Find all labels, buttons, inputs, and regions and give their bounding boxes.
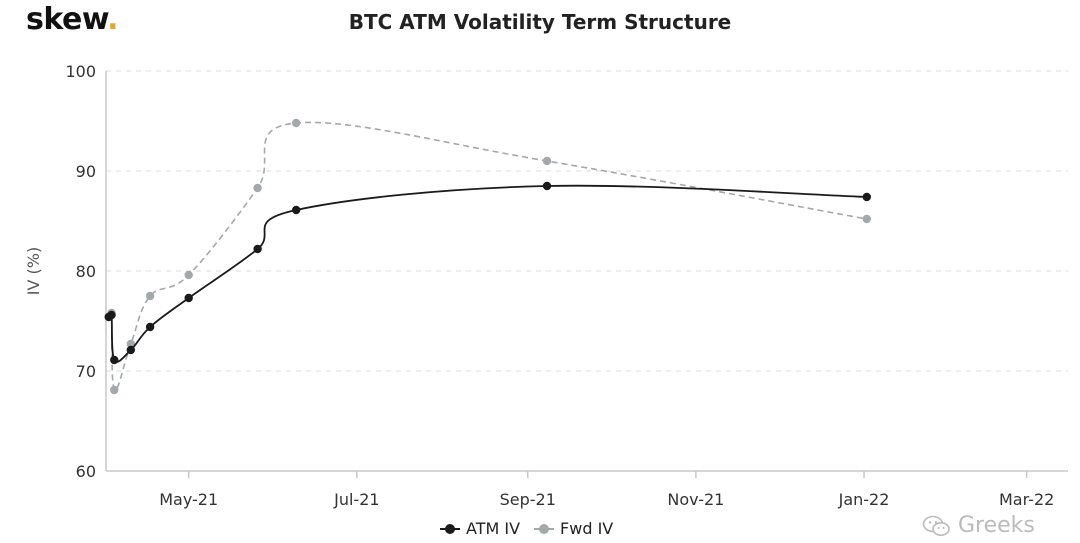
data-point-fwd-iv-9: [862, 214, 871, 224]
series-line-fwd-iv: [108, 121, 867, 392]
data-point-atm-iv-5: [184, 293, 193, 303]
x-tick-label-Mar-22: Mar-22: [999, 490, 1054, 509]
legend-item-fwd-iv[interactable]: Fwd IV: [534, 519, 613, 538]
data-point-fwd-iv-8: [542, 156, 552, 166]
data-point-atm-iv-7: [291, 205, 301, 215]
brand-text: skew: [26, 2, 108, 37]
data-point-fwd-iv-2: [110, 385, 119, 395]
data-point-fwd-iv-6: [253, 183, 262, 193]
legend-swatch-fwd-icon: [534, 523, 555, 534]
x-tick-label-Jul-21: Jul-21: [333, 490, 379, 509]
data-point-atm-iv-6: [253, 244, 262, 254]
y-tick-label-60: 60: [76, 462, 96, 481]
watermark-text: Greeks: [958, 513, 1035, 538]
skew-logo: skew.: [26, 2, 119, 37]
legend-swatch-atm-icon: [440, 523, 460, 534]
chart-title: BTC ATM Volatility Term Structure: [348, 10, 732, 34]
data-point-atm-iv-1: [107, 310, 116, 320]
data-point-atm-iv-3: [126, 345, 136, 355]
data-point-atm-iv-4: [145, 322, 155, 332]
brand-dot: .: [107, 2, 119, 37]
data-point-atm-iv-2: [110, 355, 119, 365]
legend-item-atm-iv[interactable]: ATM IV: [440, 519, 520, 538]
data-point-atm-iv-8: [542, 181, 552, 191]
x-tick-label-Jan-22: Jan-22: [838, 490, 890, 509]
series-line-atm-iv: [107, 184, 867, 363]
data-point-fwd-iv-5: [184, 270, 193, 280]
x-tick-label-Sep-21: Sep-21: [500, 490, 556, 509]
y-tick-label-90: 90: [76, 162, 96, 181]
y-tick-label-80: 80: [76, 262, 96, 281]
x-tick-label-May-21: May-21: [159, 490, 218, 509]
x-tick-label-Nov-21: Nov-21: [667, 490, 724, 509]
y-tick-label-70: 70: [76, 362, 96, 381]
legend: ATM IV Fwd IV: [440, 519, 627, 538]
data-point-atm-iv-9: [862, 192, 871, 202]
legend-label-fwd-iv: Fwd IV: [560, 519, 614, 538]
wechat-icon: [922, 515, 950, 536]
legend-label-atm-iv: ATM IV: [466, 519, 521, 538]
watermark: Greeks: [922, 513, 1035, 538]
data-point-fwd-iv-4: [145, 291, 155, 301]
data-point-fwd-iv-7: [291, 118, 301, 128]
data-point-fwd-iv-3: [126, 339, 136, 349]
y-axis-title: IV (%): [24, 247, 43, 295]
y-tick-label-100: 100: [65, 62, 96, 81]
